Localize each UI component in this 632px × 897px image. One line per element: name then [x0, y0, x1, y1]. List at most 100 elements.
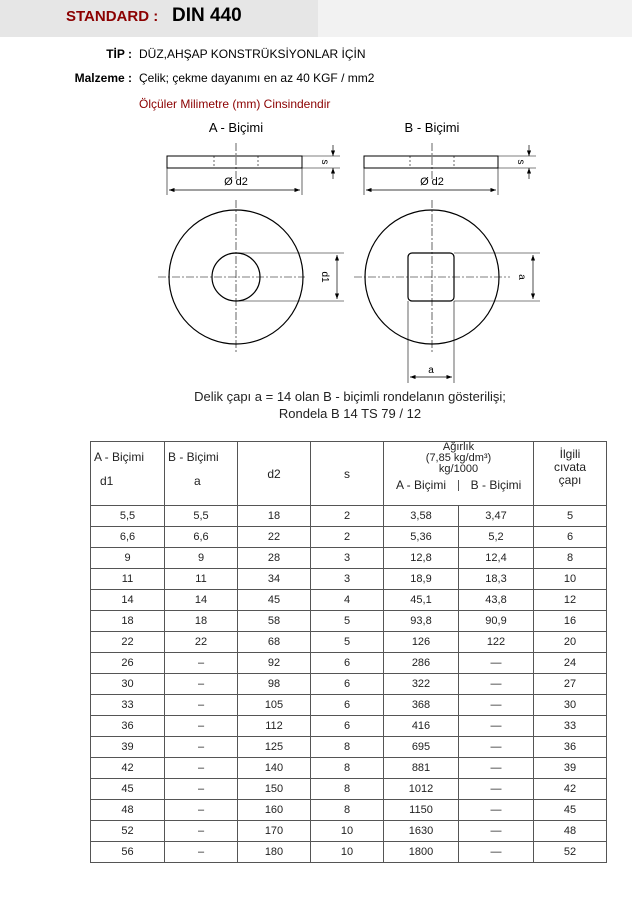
table-cell: 112 — [237, 715, 311, 737]
table-cell: 20 — [533, 631, 607, 653]
unit-label: kg/1000 — [438, 463, 479, 475]
table-cell: – — [164, 652, 238, 674]
table-cell: 22 — [164, 631, 238, 653]
col-s: s — [310, 441, 384, 506]
type-label: TİP : — [106, 47, 132, 61]
density-label: (7,85 kg/dm³) — [425, 452, 492, 464]
d2-label-a: Ø d2 — [224, 176, 248, 188]
table-cell: 18 — [164, 610, 238, 632]
table-cell: 105 — [237, 694, 311, 716]
title-b: B - Biçimi — [405, 120, 460, 135]
table-cell: 6,6 — [164, 526, 238, 548]
table-cell: — — [458, 652, 534, 674]
table-cell: 2 — [310, 526, 384, 548]
d1-header: d1 — [100, 474, 114, 488]
table-cell: 5 — [310, 631, 384, 653]
table-row: 56–180 10 1800—52 — [90, 841, 607, 863]
table-cell: 18 — [90, 610, 165, 632]
table-cell: 45,1 — [383, 589, 459, 611]
title-a: A - Biçimi — [209, 120, 263, 135]
table-cell: 45 — [237, 589, 311, 611]
table-row: 11 11 34 3 18,9 18,3 10 — [90, 568, 607, 590]
table-cell: 1150 — [383, 799, 459, 821]
table-cell: 93,8 — [383, 610, 459, 632]
a-label-bottom: a — [428, 365, 434, 376]
table-cell: 6 — [310, 715, 384, 737]
table-cell: – — [164, 820, 238, 842]
table-cell: 18,9 — [383, 568, 459, 590]
table-cell: 8 — [533, 547, 607, 569]
table-cell: 22 — [237, 526, 311, 548]
table-cell: — — [458, 841, 534, 863]
table-cell: – — [164, 736, 238, 758]
table-cell: 36 — [533, 736, 607, 758]
table-cell: 16 — [533, 610, 607, 632]
table-cell: – — [164, 715, 238, 737]
table-cell: — — [458, 673, 534, 695]
table-row: 5,5 5,5 18 2 3,58 3,47 5 — [90, 505, 607, 527]
table-cell: 3,47 — [458, 505, 534, 527]
table-row: 6,6 6,6 22 2 5,36 5,2 6 — [90, 526, 607, 548]
table-row: 14 14 45 4 45,1 43,8 12 — [90, 589, 607, 611]
weight-b-header: B - Biçimi — [458, 479, 533, 491]
table-cell: 1012 — [383, 778, 459, 800]
table-cell: 42 — [533, 778, 607, 800]
table-cell: 122 — [458, 631, 534, 653]
standard-value: DIN 440 — [172, 5, 242, 26]
table-cell: 180 — [237, 841, 311, 863]
table-cell: 8 — [310, 736, 384, 758]
table-cell: 48 — [533, 820, 607, 842]
units-note: Ölçüler Milimetre (mm) Cinsindendir — [139, 97, 331, 111]
table-cell: 36 — [90, 715, 165, 737]
table-cell: 6 — [310, 673, 384, 695]
dimensions-table: A - Biçimi d1 B - Biçimi a d2 s Ağırlık (7… — [90, 441, 607, 863]
material-value: Çelik; çekme dayanımı en az 40 KGF / mm2 — [139, 71, 375, 85]
table-cell: 6,6 — [90, 526, 165, 548]
type-value: DÜZ,AHŞAP KONSTRÜKSİYONLAR İÇİN — [139, 47, 366, 61]
table-cell: — — [458, 694, 534, 716]
table-cell: 6 — [310, 694, 384, 716]
col-a-form: A - Biçimi d1 — [90, 441, 165, 506]
table-cell: 8 — [310, 778, 384, 800]
table-cell: – — [164, 841, 238, 863]
table-cell: 8 — [310, 757, 384, 779]
table-cell: 6 — [310, 652, 384, 674]
table-cell: 14 — [90, 589, 165, 611]
table-cell: 92 — [237, 652, 311, 674]
table-row: 22 22 68 5 126 122 20 — [90, 631, 607, 653]
table-cell: 22 — [90, 631, 165, 653]
table-cell: 26 — [90, 652, 165, 674]
table-cell: 12,4 — [458, 547, 534, 569]
table-cell: 30 — [90, 673, 165, 695]
table-row: 36–112 6 416—33 — [90, 715, 607, 737]
table-cell: – — [164, 778, 238, 800]
table-cell: 5,36 — [383, 526, 459, 548]
table-cell: 12,8 — [383, 547, 459, 569]
table-cell: 52 — [533, 841, 607, 863]
col-weight: Ağırlık (7,85 kg/dm³) kg/1000 A - Biçimi… — [383, 441, 534, 506]
table-cell: 33 — [533, 715, 607, 737]
table-cell: — — [458, 736, 534, 758]
table-cell: 28 — [237, 547, 311, 569]
table-cell: 68 — [237, 631, 311, 653]
table-cell: 322 — [383, 673, 459, 695]
standard-label: STANDARD : — [66, 8, 159, 25]
d2-label-b: Ø d2 — [420, 176, 444, 188]
table-cell: 11 — [90, 568, 165, 590]
table-row: 33–105 6 368—30 — [90, 694, 607, 716]
table-cell: 52 — [90, 820, 165, 842]
table-cell: – — [164, 799, 238, 821]
a-label-right: a — [516, 274, 527, 280]
table-cell: 42 — [90, 757, 165, 779]
table-cell: 170 — [237, 820, 311, 842]
table-cell: 10 — [310, 841, 384, 863]
table-cell: 24 — [533, 652, 607, 674]
table-cell: 5,2 — [458, 526, 534, 548]
s-label-a: s — [319, 160, 330, 165]
table-cell: 98 — [237, 673, 311, 695]
table-cell: 695 — [383, 736, 459, 758]
table-row: 18 18 58 5 93,8 90,9 16 — [90, 610, 607, 632]
col-d2: d2 — [237, 441, 311, 506]
table-cell: 9 — [90, 547, 165, 569]
table-cell: 881 — [383, 757, 459, 779]
